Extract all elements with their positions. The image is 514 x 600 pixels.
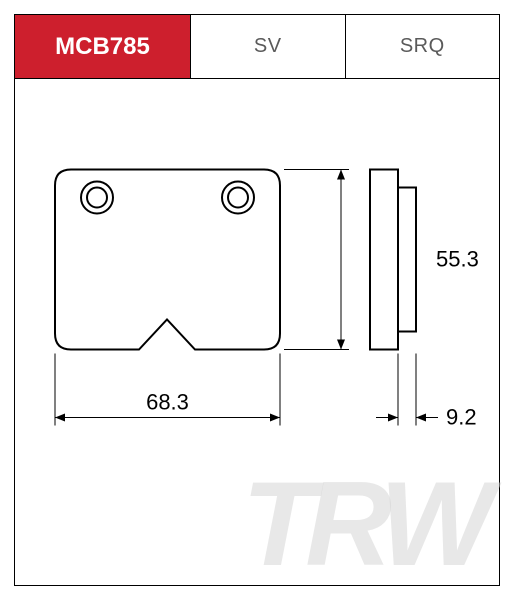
drawing-frame: MCB785 SV SRQ TRW 68.355.39.2 (14, 14, 500, 586)
code-2: SRQ (400, 35, 445, 58)
svg-text:55.3: 55.3 (436, 247, 479, 272)
svg-text:68.3: 68.3 (146, 390, 189, 415)
header-row: MCB785 SV SRQ (15, 15, 499, 79)
code-cell-1: SV (191, 15, 346, 78)
code-cell-2: SRQ (346, 15, 500, 78)
part-number: MCB785 (55, 33, 150, 61)
svg-text:9.2: 9.2 (446, 405, 477, 430)
technical-drawing-svg: 68.3 55.3 9.2 (15, 79, 499, 585)
svg-container: 68.3 55.3 9.2 (15, 79, 499, 585)
title-cell: MCB785 (15, 15, 191, 78)
drawing-area: TRW 68.355.39.2 (15, 79, 499, 585)
code-1: SV (254, 35, 282, 58)
